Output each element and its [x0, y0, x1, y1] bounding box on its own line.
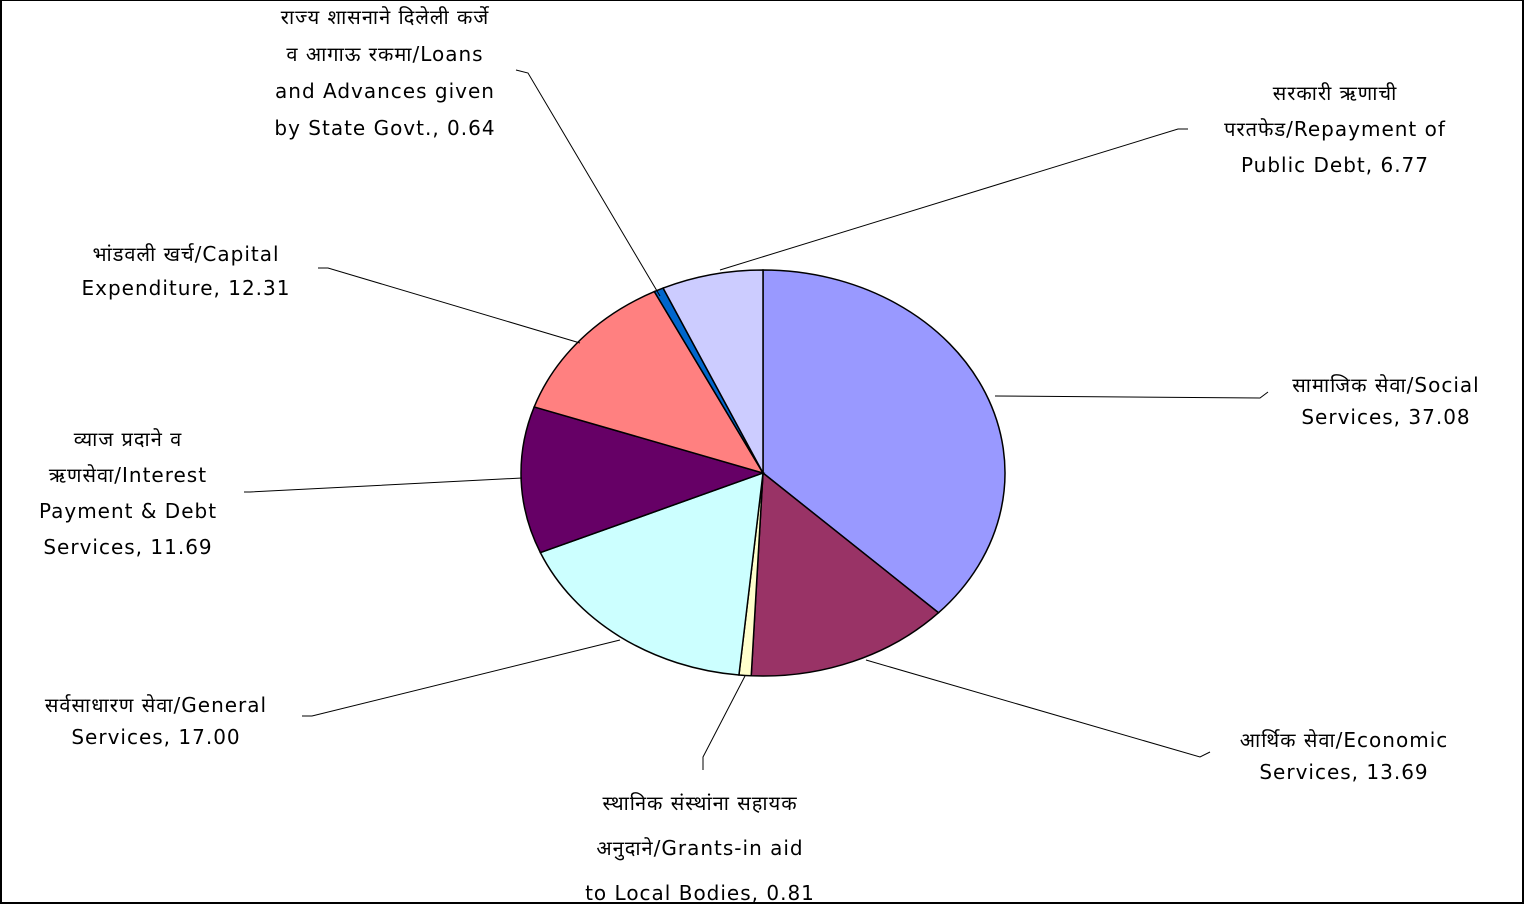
pie-slice: [533, 290, 765, 475]
leader-line: [702, 675, 746, 770]
slice-label-line: सरकारी ऋणाची: [1273, 81, 1398, 105]
pie-slice: [750, 471, 940, 677]
slice-label: स्थानिक संस्थांना सहायक अनुदाने/Grants-in…: [585, 791, 815, 904]
leader-line: [719, 128, 1188, 271]
slice-label-line: by State Govt., 0.64: [274, 116, 495, 140]
slice-label-line: सामाजिक सेवा/Social: [1292, 373, 1479, 397]
slice-label-line: Services, 13.69: [1259, 760, 1428, 784]
leader-line: [865, 659, 1211, 758]
slice-label-line: व्याज प्रदाने व: [74, 427, 183, 451]
leader-line: [244, 477, 523, 493]
slice-label-line: व आगाऊ रकमा/Loans: [286, 42, 483, 66]
leader-line: [515, 69, 661, 297]
slice-label-line: Services, 11.69: [43, 535, 212, 559]
slice-label: आर्थिक सेवा/Economic Services, 13.69: [1240, 728, 1449, 784]
pie-slice: [762, 269, 1006, 614]
pie-slice: [539, 471, 764, 676]
leader-line: [302, 639, 621, 717]
slice-label-line: स्थानिक संस्थांना सहायक: [602, 791, 797, 815]
slice-label: सरकारी ऋणाची परतफेड/Repayment of Public De…: [1224, 81, 1446, 177]
pie-slice: [520, 406, 766, 554]
slice-label: भांडवली खर्च/Capital Expenditure, 12.31: [82, 242, 291, 300]
leader-line: [994, 391, 1269, 399]
slice-label-line: ऋणसेवा/Interest: [49, 463, 207, 487]
slice-label: राज्य शासनाने दिलेली कर्जे व आगाऊ रकमा/Lo…: [274, 5, 495, 140]
slice-label-line: अनुदाने/Grants-in aid: [596, 836, 803, 861]
slice-label-line: आर्थिक सेवा/Economic: [1240, 728, 1449, 752]
slice-label-line: Services, 37.08: [1301, 405, 1470, 429]
slice-label: सामाजिक सेवा/Social Services, 37.08: [1292, 373, 1479, 429]
slice-label: व्याज प्रदाने व ऋणसेवा/Interest Payment & …: [39, 427, 217, 559]
slice-label-line: to Local Bodies, 0.81: [585, 881, 815, 904]
slice-label-line: Services, 17.00: [71, 725, 240, 749]
slice-label-line: Expenditure, 12.31: [82, 276, 291, 300]
slice-label-line: Payment & Debt: [39, 499, 217, 523]
leader-line: [318, 267, 581, 344]
slice-label-line: Public Debt, 6.77: [1241, 153, 1429, 177]
slice-label-line: राज्य शासनाने दिलेली कर्जे: [281, 5, 490, 29]
slice-label-line: भांडवली खर्च/Capital: [92, 242, 279, 266]
pie-slice: [662, 269, 764, 474]
slice-label: सर्वसाधारण सेवा/General Services, 17.00: [45, 693, 267, 749]
slice-label-line: परतफेड/Repayment of: [1224, 117, 1446, 141]
slice-label-line: सर्वसाधारण सेवा/General: [45, 693, 267, 717]
slice-label-line: and Advances given: [275, 79, 495, 103]
